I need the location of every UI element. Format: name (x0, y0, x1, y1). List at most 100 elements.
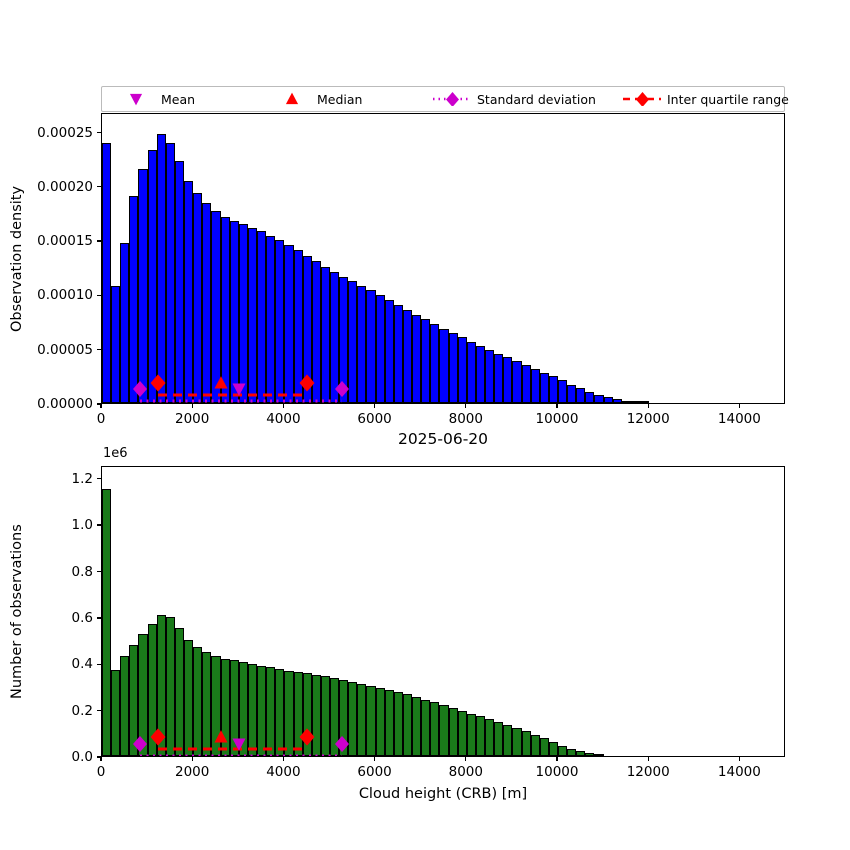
y-tick-label: 0.6 (71, 609, 93, 626)
x-tick-label: 4000 (266, 411, 301, 427)
legend: Mean Median Standard deviation Inter quarti… (101, 86, 789, 112)
histogram-bar (129, 644, 139, 756)
histogram-bar (147, 150, 157, 403)
bottom-axis-offset-text: 1e6 (103, 446, 128, 461)
y-tick (97, 663, 101, 665)
x-tick-label: 14000 (717, 411, 761, 427)
std-low-diamond-icon (133, 735, 148, 752)
iqr-low-diamond-icon (150, 728, 166, 746)
histogram-bar (466, 341, 476, 403)
histogram-bar (193, 193, 203, 403)
histogram-bar (612, 399, 622, 403)
histogram-bar (576, 751, 586, 756)
histogram-bar (466, 713, 476, 756)
histogram-bar (220, 216, 230, 403)
histogram-bar (129, 196, 139, 403)
histogram-bar (330, 272, 340, 403)
x-tick-label: 2000 (175, 764, 210, 780)
x-tick (191, 757, 193, 761)
histogram-bar (384, 299, 394, 403)
iqr-high-diamond-icon (299, 728, 315, 746)
x-tick-label: 8000 (448, 764, 483, 780)
x-tick (282, 757, 285, 761)
histogram-bar (475, 716, 486, 756)
histogram-bar (375, 687, 385, 756)
y-tick (97, 186, 101, 188)
top-plot-area (102, 114, 784, 403)
x-tick (738, 757, 741, 761)
histogram-bar (439, 328, 449, 403)
histogram-bar (375, 294, 385, 403)
histogram-bar (193, 647, 203, 756)
histogram-bar (302, 255, 312, 403)
x-tick-label: 10000 (535, 764, 579, 780)
y-tick-label: 0.00025 (37, 124, 93, 141)
std-high-diamond-icon (334, 380, 349, 397)
histogram-bar (247, 227, 258, 403)
histogram-bar (393, 304, 403, 403)
histogram-bar (357, 684, 367, 756)
y-tick-label: 0.00000 (37, 396, 93, 412)
iqr-high-diamond-icon (299, 374, 315, 392)
histogram-bar (348, 281, 358, 403)
histogram-bar (494, 353, 504, 403)
legend-entry-standard-deviation[interactable]: Standard deviation (432, 87, 596, 111)
histogram-bar (348, 682, 358, 756)
histogram-bar (640, 401, 650, 403)
histogram-bar (366, 290, 376, 403)
legend-label: Inter quartile range (667, 91, 789, 107)
y-tick (97, 349, 101, 351)
median-triangle-up-icon (214, 375, 229, 390)
number-of-observations-plot (101, 466, 785, 757)
histogram-bar (211, 211, 221, 403)
mean-triangle-down-icon (232, 381, 247, 396)
histogram-bar (530, 368, 540, 403)
histogram-bar (567, 384, 577, 403)
histogram-bar (485, 349, 495, 403)
histogram-bar (311, 261, 321, 403)
histogram-bar (320, 266, 330, 403)
histogram-bar (393, 692, 403, 756)
x-tick (647, 404, 649, 408)
x-tick (465, 757, 467, 761)
histogram-bar (293, 250, 303, 403)
histogram-bar (275, 240, 285, 403)
histogram-bar (120, 243, 130, 403)
histogram-bar (521, 730, 531, 756)
histogram-bar (202, 203, 212, 403)
histogram-bar (384, 689, 394, 756)
y-tick-label: 1.2 (71, 470, 93, 487)
x-tick (373, 757, 376, 761)
histogram-bar (229, 220, 239, 403)
y-tick-label: 0.00015 (37, 233, 93, 250)
x-tick-label: 10000 (535, 411, 579, 427)
std-range-line (140, 387, 342, 403)
legend-marker-diamond-icon (622, 91, 662, 107)
legend-label: Standard deviation (477, 91, 596, 107)
legend-entry-mean[interactable]: Mean (116, 87, 195, 111)
histogram-bar (111, 670, 121, 756)
x-tick (373, 404, 376, 408)
histogram-bar (548, 376, 558, 403)
histogram-bar (275, 669, 285, 756)
histogram-bar (421, 699, 431, 756)
legend-entry-inter-quartile-range[interactable]: Inter quartile range (622, 87, 789, 111)
histogram-bar (138, 634, 148, 756)
histogram-bar (402, 309, 413, 403)
histogram-bar (184, 180, 194, 403)
histogram-bar (548, 742, 558, 756)
figure-title: 2025-06-20 (397, 430, 489, 448)
histogram-bar (594, 394, 604, 403)
legend-entry-median[interactable]: Median (272, 87, 362, 111)
y-tick (97, 617, 101, 619)
histogram-bar (284, 670, 294, 756)
y-tick-label: 1.0 (71, 517, 93, 534)
histogram-bar (257, 231, 267, 403)
histogram-bar (238, 223, 248, 403)
histogram-bar (430, 324, 440, 403)
histogram-bar (521, 365, 531, 403)
x-tick (191, 404, 193, 408)
iqr-range-line (158, 736, 307, 751)
histogram-bar (339, 277, 349, 403)
histogram-bar (439, 705, 449, 756)
